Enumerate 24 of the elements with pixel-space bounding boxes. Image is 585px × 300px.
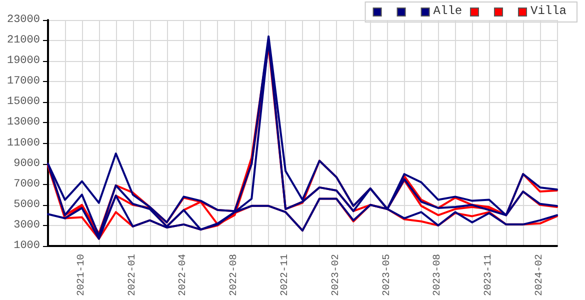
x-tick-label: 2021-10 bbox=[76, 254, 88, 296]
y-tick-label: 17000 bbox=[6, 76, 40, 88]
x-tick-label: 2023-08 bbox=[432, 254, 444, 296]
x-tick-label: 2023-05 bbox=[382, 254, 393, 296]
y-tick-label: 23000 bbox=[6, 14, 40, 26]
y-tick-label: 1000 bbox=[14, 240, 40, 252]
legend-label: Alle bbox=[433, 4, 462, 18]
y-tick-label: 11000 bbox=[6, 137, 40, 150]
y-tick-label: 3000 bbox=[14, 219, 40, 232]
x-tick-label: 2023-02 bbox=[330, 254, 342, 296]
x-tick-label: 2024-02 bbox=[534, 254, 546, 296]
y-tick-label: 9000 bbox=[14, 158, 40, 170]
y-tick-label: 7000 bbox=[14, 178, 40, 190]
legend-label: Villa bbox=[530, 4, 567, 18]
y-tick-label: 21000 bbox=[6, 34, 40, 47]
x-tick-label: 2022-01 bbox=[127, 254, 138, 296]
y-tick-label: 5000 bbox=[14, 198, 40, 211]
x-tick-label: 2023-11 bbox=[484, 254, 495, 296]
x-tick-label: 2022-08 bbox=[229, 254, 240, 296]
y-tick-label: 15000 bbox=[6, 96, 40, 108]
y-tick-label: 19000 bbox=[6, 55, 40, 68]
x-tick-label: 2022-04 bbox=[178, 254, 190, 296]
x-tick-label: 2022-11 bbox=[280, 254, 292, 296]
y-tick-label: 13000 bbox=[6, 116, 40, 129]
